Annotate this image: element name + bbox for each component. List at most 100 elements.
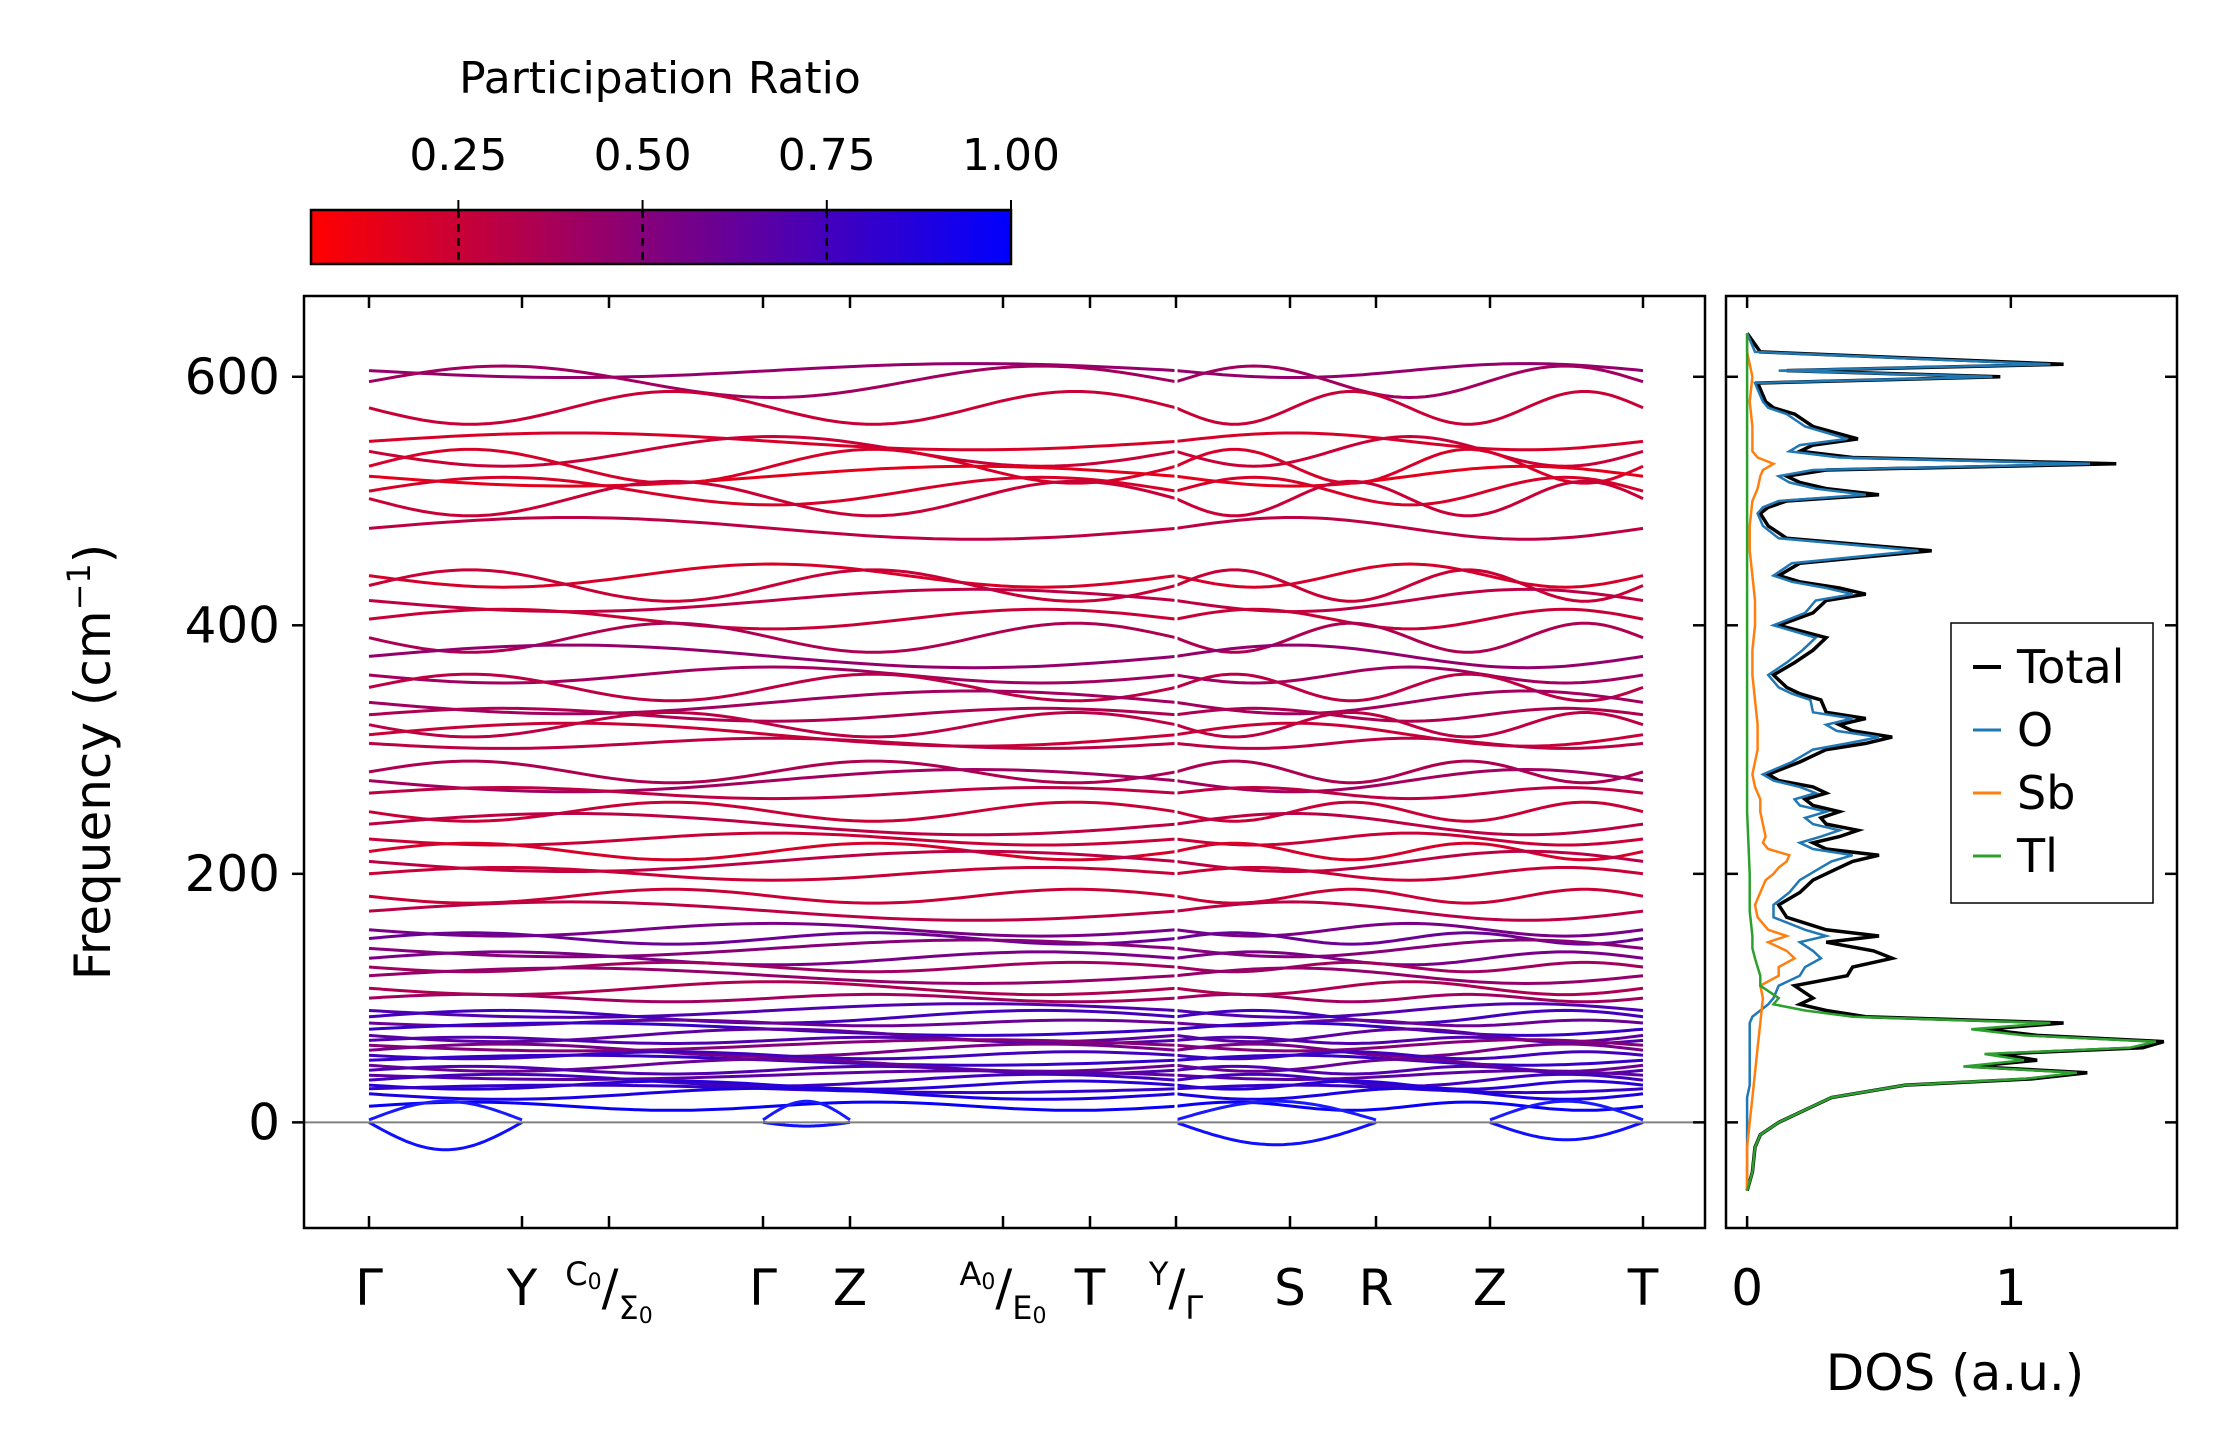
band-branch [1175,900,1644,922]
band-branch [1175,1079,1644,1091]
k-label: T [1627,1259,1659,1317]
dos-x-tick-label: 1 [1995,1259,2027,1317]
band-branch [368,711,1177,739]
dos-frame [1724,294,2179,1230]
band-branch [368,1079,1177,1091]
band-branch [368,849,1177,873]
band-branch [1175,479,1644,518]
legend-label: Tl [2016,829,2058,883]
band-branch [368,390,1177,426]
dos-x-tick-label: 0 [1731,1259,1763,1317]
band-branch [1175,960,1644,974]
dos-x-label: DOS (a.u.) [1826,1344,2085,1402]
band-branch [368,938,1177,959]
band-kpath-axis: Γ Y C0/Σ0 Γ Z A0/E0 T Y/Γ S R Z T [355,296,1659,1329]
soft-mode-branch [762,1120,851,1128]
colorbar-tick-label: 0.75 [778,130,876,181]
soft-mode-branch [1175,1120,1377,1147]
y-label-sup: −1 [60,563,98,610]
band-branch [368,1100,1177,1112]
band-branch [1175,689,1644,716]
colorbar-tick-label: 1.00 [962,130,1060,181]
colorbar-gradient [309,208,1013,266]
band-branch [368,672,1177,703]
band-branch [1175,1002,1644,1019]
band-branch [1175,736,1644,750]
dos-series-sb [1745,333,1797,1191]
band-branch [1175,1038,1644,1053]
band-branch [1175,568,1644,603]
band-branch [368,689,1177,716]
acoustic-branch [1489,1099,1644,1122]
band-branch [1175,887,1644,905]
band-branch [368,767,1177,794]
band-branch [1175,938,1644,959]
colorbar-title: Participation Ratio [459,53,861,104]
band-branch [1175,475,1644,507]
soft-mode-branch [368,1121,523,1152]
band-branch [1175,643,1644,670]
band-branch [368,1002,1177,1019]
band-branch [1175,562,1644,589]
band-branch [368,1050,1177,1061]
acoustic-branch [368,1099,523,1122]
band-branch [368,992,1177,1004]
band-branch [1175,516,1644,541]
k-label: Z [1473,1259,1507,1317]
band-branch [368,1086,1177,1101]
band-branch [1175,1018,1644,1028]
band-branch [1175,621,1644,654]
band-branch [368,866,1177,882]
dos-legend: Total O Sb Tl [1950,622,2154,904]
y-tick-label: 600 [185,348,280,406]
band-branch [368,475,1177,507]
k-label: Γ [355,1259,383,1317]
band-branch [368,562,1177,589]
acoustic-branch [1175,1099,1377,1122]
band-frame [302,294,1707,1230]
band-branch [368,921,1177,938]
dos-lines [1745,332,2165,1192]
band-branch [368,800,1177,823]
legend-label: Sb [2017,766,2075,820]
k-label: Y [506,1259,538,1317]
acoustic-branch [762,1099,851,1122]
band-branch [368,516,1177,541]
band-branch [1175,711,1644,739]
band-branch [1175,866,1644,882]
band-branch [368,736,1177,750]
band-branch [368,431,1177,452]
band-branch [1175,785,1644,801]
band-y-label: Frequency (cm−1) [60,544,122,981]
band-branch [1175,364,1644,400]
band-branch [1175,447,1644,485]
k-label: C0/Σ0 [565,1255,652,1329]
band-branch [1175,767,1644,794]
band-branch [368,607,1177,631]
k-label: Y/Γ [1148,1255,1203,1327]
band-branch [368,568,1177,603]
band-branch [1175,812,1644,837]
band-branch [1175,665,1644,685]
band-branch [368,759,1177,785]
band-branch [368,1038,1177,1053]
band-branch [368,960,1177,974]
band-branch [368,1069,1177,1081]
band-branch [1175,992,1644,1004]
soft-mode-branch [1489,1120,1644,1142]
band-branch [368,980,1177,997]
band-branch [1175,1086,1644,1101]
band-branch [368,1018,1177,1028]
band-branch [368,665,1177,685]
band-branch [1175,759,1644,785]
y-tick-label: 200 [185,845,280,903]
dos-series-tl [1745,333,2157,1192]
band-branch [368,706,1177,723]
band-branch [368,364,1177,400]
band-branch [368,447,1177,485]
band-branch [1175,431,1644,452]
band-branch [368,621,1177,654]
band-y-axis: 0 200 400 600 [185,348,1705,1151]
